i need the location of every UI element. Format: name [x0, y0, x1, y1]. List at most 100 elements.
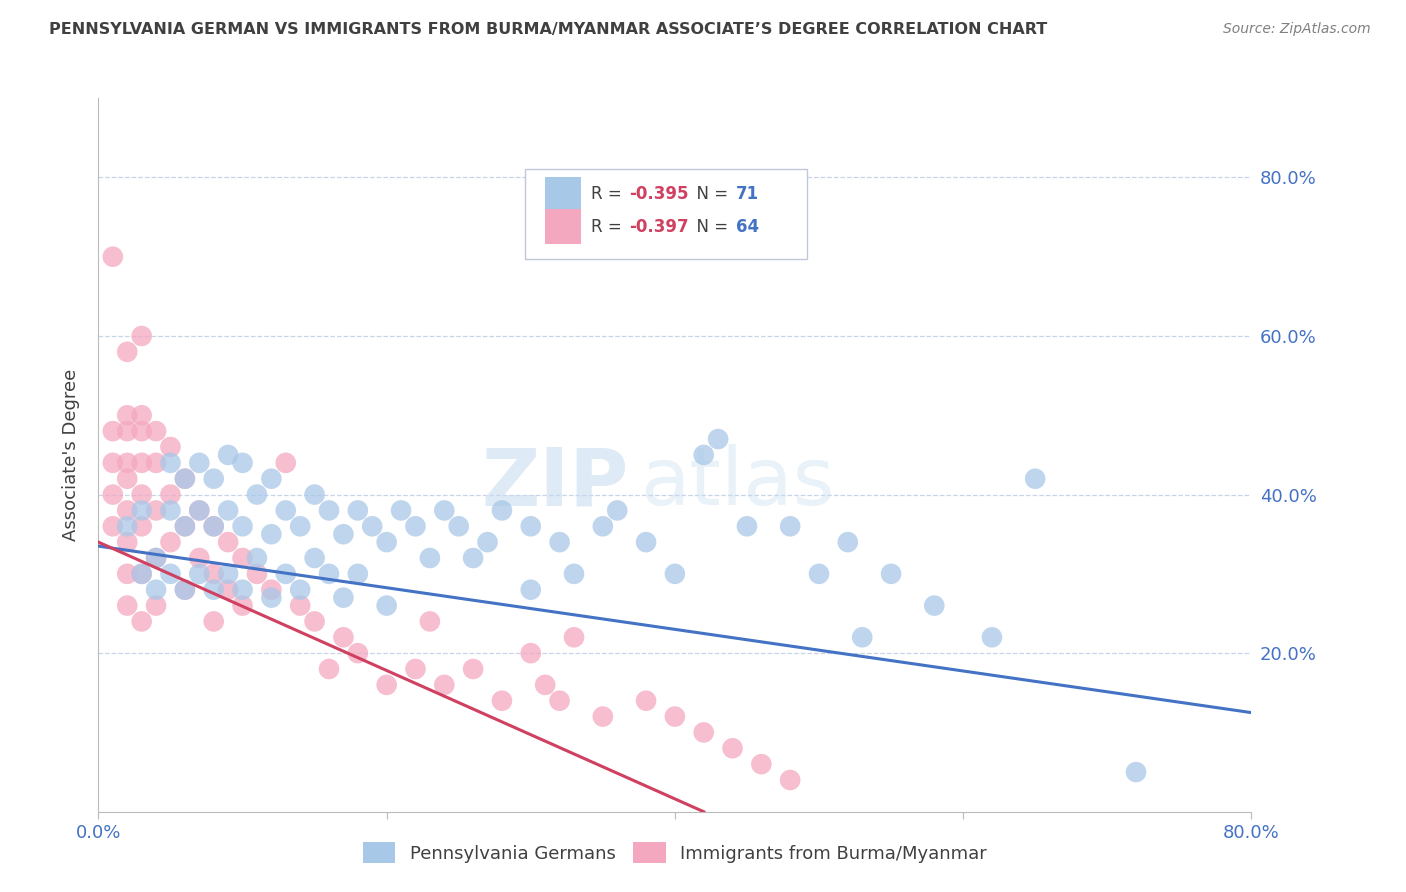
Point	[260, 472, 283, 486]
Point	[246, 551, 269, 566]
Text: atlas: atlas	[640, 444, 835, 523]
Point	[131, 409, 153, 423]
Point	[290, 519, 312, 533]
Point	[202, 519, 225, 533]
Point	[117, 344, 139, 359]
Point	[131, 615, 153, 629]
Text: PENNSYLVANIA GERMAN VS IMMIGRANTS FROM BURMA/MYANMAR ASSOCIATE’S DEGREE CORRELAT: PENNSYLVANIA GERMAN VS IMMIGRANTS FROM B…	[49, 22, 1047, 37]
Point	[477, 535, 499, 549]
Point	[375, 599, 398, 613]
Point	[174, 519, 197, 533]
Point	[188, 566, 211, 581]
Point	[520, 646, 543, 660]
Point	[145, 503, 167, 517]
Point	[405, 519, 427, 533]
Point	[779, 519, 801, 533]
Point	[159, 456, 181, 470]
Point	[346, 646, 368, 660]
Point	[202, 582, 225, 597]
Point	[361, 519, 384, 533]
Point	[117, 535, 139, 549]
Point	[217, 535, 239, 549]
Point	[1024, 472, 1046, 486]
Text: R =: R =	[591, 218, 627, 235]
Point	[274, 456, 297, 470]
Point	[188, 456, 211, 470]
Point	[304, 551, 326, 566]
Point	[332, 630, 354, 644]
Bar	[544, 210, 582, 244]
Text: N =: N =	[686, 186, 734, 203]
Point	[290, 599, 312, 613]
Point	[101, 424, 124, 438]
Point	[231, 582, 254, 597]
Point	[188, 551, 211, 566]
Point	[159, 487, 181, 501]
Point	[117, 409, 139, 423]
Point	[274, 503, 297, 517]
Point	[548, 535, 571, 549]
Point	[693, 448, 716, 462]
Point	[520, 519, 543, 533]
Point	[131, 566, 153, 581]
Point	[592, 519, 614, 533]
Point	[664, 566, 686, 581]
Text: 64: 64	[735, 218, 759, 235]
Point	[304, 615, 326, 629]
Point	[636, 535, 658, 549]
Point	[562, 566, 585, 581]
Point	[145, 551, 167, 566]
Point	[260, 582, 283, 597]
Point	[131, 487, 153, 501]
Legend: Pennsylvania Germans, Immigrants from Burma/Myanmar: Pennsylvania Germans, Immigrants from Bu…	[356, 835, 994, 871]
Point	[231, 456, 254, 470]
Point	[217, 503, 239, 517]
Point	[592, 709, 614, 723]
Point	[145, 456, 167, 470]
Point	[290, 582, 312, 597]
Point	[202, 519, 225, 533]
Point	[246, 566, 269, 581]
Point	[159, 440, 181, 454]
Point	[318, 662, 340, 676]
Text: -0.395: -0.395	[628, 186, 689, 203]
Point	[174, 472, 197, 486]
Point	[131, 503, 153, 517]
Point	[807, 566, 830, 581]
Point	[145, 551, 167, 566]
Point	[131, 329, 153, 343]
FancyBboxPatch shape	[524, 169, 807, 259]
Point	[101, 456, 124, 470]
Point	[260, 527, 283, 541]
Point	[117, 519, 139, 533]
Point	[231, 599, 254, 613]
Point	[461, 551, 484, 566]
Point	[145, 424, 167, 438]
Point	[491, 694, 513, 708]
Point	[636, 694, 658, 708]
Point	[202, 615, 225, 629]
Point	[606, 503, 628, 517]
Point	[332, 527, 354, 541]
Point	[491, 503, 513, 517]
Point	[461, 662, 484, 676]
Point	[375, 535, 398, 549]
Point	[101, 250, 124, 264]
Point	[779, 772, 801, 787]
Text: R =: R =	[591, 186, 627, 203]
Point	[332, 591, 354, 605]
Point	[851, 630, 873, 644]
Point	[217, 448, 239, 462]
Point	[246, 487, 269, 501]
Point	[447, 519, 470, 533]
Point	[735, 519, 758, 533]
Point	[880, 566, 903, 581]
Text: N =: N =	[686, 218, 734, 235]
Point	[274, 566, 297, 581]
Point	[117, 566, 139, 581]
Point	[304, 487, 326, 501]
Point	[174, 582, 197, 597]
Bar	[544, 178, 582, 211]
Point	[231, 551, 254, 566]
Text: ZIP: ZIP	[481, 444, 628, 523]
